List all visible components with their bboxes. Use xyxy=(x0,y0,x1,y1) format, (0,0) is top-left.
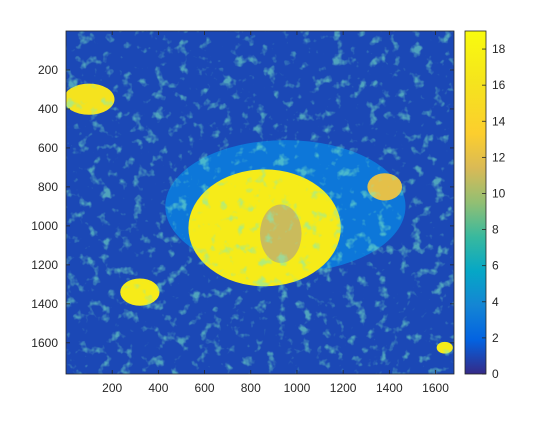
y-tick-label: 1400 xyxy=(31,297,58,311)
colorbar-gradient xyxy=(465,31,486,374)
y-tick-label: 1000 xyxy=(31,219,58,233)
colorbar-tick-label: 16 xyxy=(492,78,506,92)
colorbar-tick-label: 14 xyxy=(492,114,506,128)
y-axis: 200 400 600 800 1000 1200 1400 1600 xyxy=(31,63,454,350)
colorbar-tick-label: 18 xyxy=(492,42,506,56)
x-tick-label: 1400 xyxy=(376,381,403,395)
y-tick-label: 600 xyxy=(38,141,58,155)
x-tick-label: 1000 xyxy=(284,381,311,395)
x-tick-label: 200 xyxy=(102,381,122,395)
x-tick-label: 400 xyxy=(148,381,168,395)
x-tick-label: 1200 xyxy=(330,381,357,395)
colorbar-tick-label: 8 xyxy=(492,223,499,237)
colorbar-tick-label: 12 xyxy=(492,150,506,164)
heatmap-speckle-texture xyxy=(66,31,454,374)
x-tick-label: 1600 xyxy=(422,381,449,395)
plot-area xyxy=(66,31,454,374)
x-axis: 200 400 600 800 1000 1200 1400 1600 xyxy=(102,31,449,395)
y-tick-label: 200 xyxy=(38,63,58,77)
y-tick-label: 1200 xyxy=(31,258,58,272)
x-tick-label: 800 xyxy=(241,381,261,395)
colorbar-tick-label: 2 xyxy=(492,331,499,345)
colorbar-tick-label: 0 xyxy=(492,367,499,381)
colorbar-ticks: 0 2 4 6 8 10 12 14 16 18 xyxy=(482,42,506,381)
colorbar-tick-label: 10 xyxy=(492,186,506,200)
colorbar-frame xyxy=(464,30,487,375)
y-tick-label: 800 xyxy=(38,180,58,194)
colorbar-tick-label: 4 xyxy=(492,295,499,309)
y-tick-label: 1600 xyxy=(31,336,58,350)
y-tick-label: 400 xyxy=(38,102,58,116)
colorbar: 0 2 4 6 8 10 12 14 16 18 xyxy=(464,30,506,381)
x-tick-label: 600 xyxy=(195,381,215,395)
colorbar-tick-label: 6 xyxy=(492,259,499,273)
plot-frame xyxy=(65,30,455,375)
